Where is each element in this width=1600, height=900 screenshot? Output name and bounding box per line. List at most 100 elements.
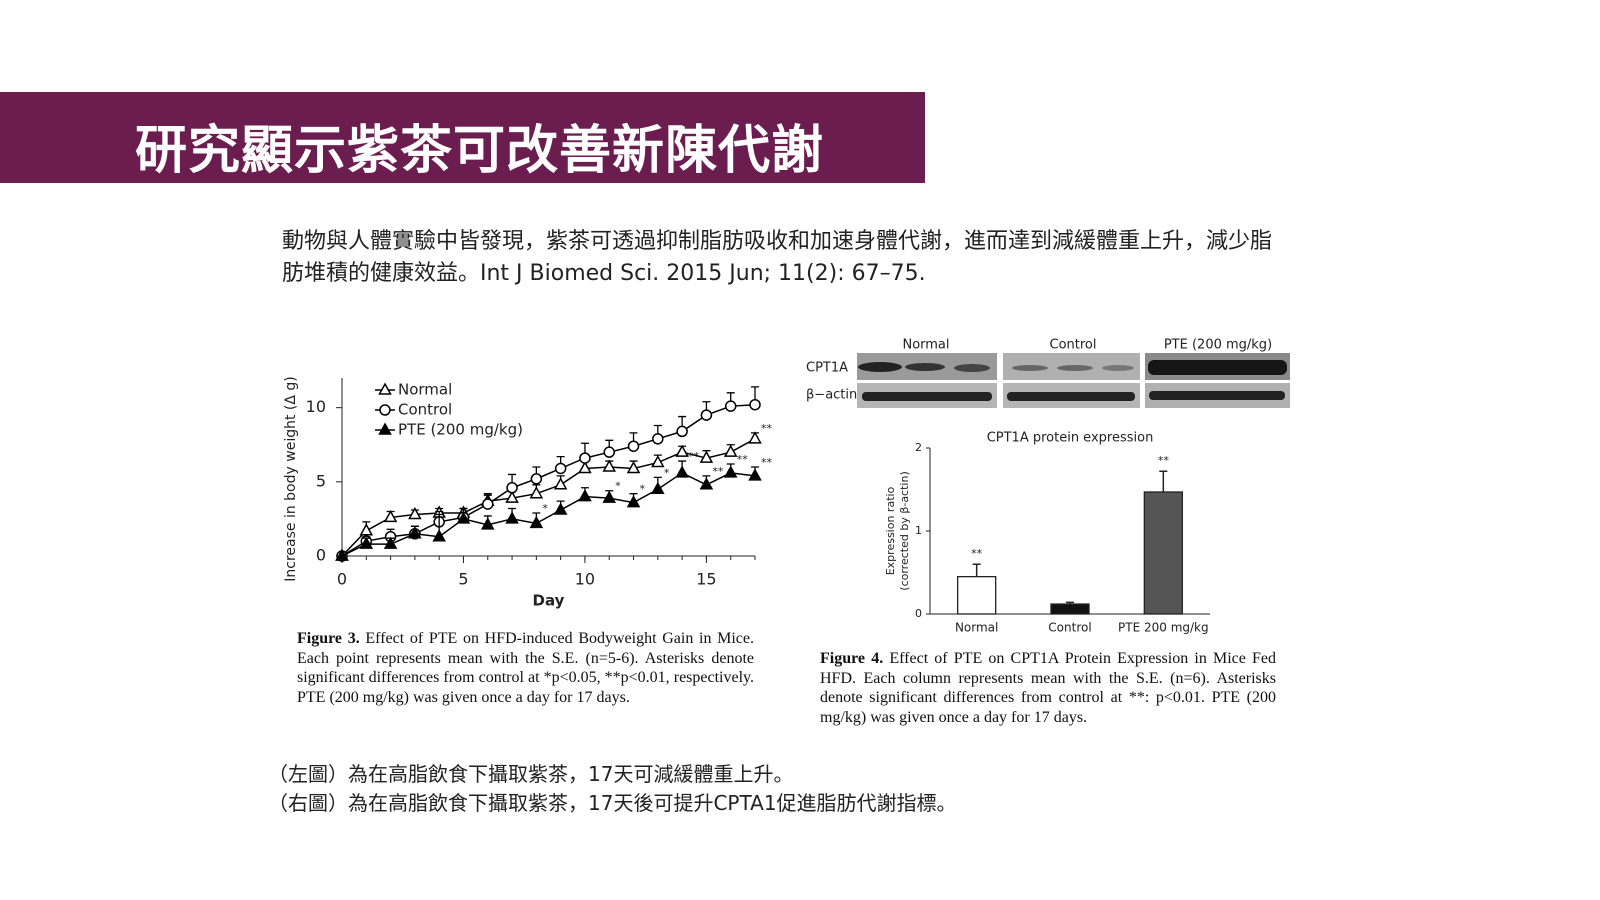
blot-column-label: Control <box>1050 338 1097 353</box>
data-point <box>675 444 689 457</box>
caption-text: Effect of PTE on CPT1A Protein Expressio… <box>820 650 1277 726</box>
title-band <box>0 92 925 183</box>
significance-label: * <box>640 483 646 496</box>
y-tick-label: 0 <box>915 607 922 620</box>
data-point <box>553 477 568 490</box>
data-point <box>359 523 374 536</box>
data-point <box>456 511 471 524</box>
caption-text: Effect of PTE on HFD-induced Bodyweight … <box>297 630 755 706</box>
data-point <box>651 454 665 468</box>
data-point <box>432 529 446 542</box>
x-tick-label: 10 <box>575 570 595 589</box>
data-point <box>627 440 640 452</box>
y-axis-label: (corrected by β-actin) <box>898 471 911 590</box>
data-point <box>579 452 591 464</box>
significance-label: * <box>664 466 670 479</box>
data-point <box>529 486 544 499</box>
intro-text: 動物與人體實驗中皆發現，紫茶可透過抑制脂肪吸收和加速身體代謝，進而達到減緩體重上… <box>282 229 1273 286</box>
data-point <box>651 481 665 494</box>
bar <box>957 576 997 615</box>
notes: （左圖）為在高脂飲食下攝取紫茶，17天可減緩體重上升。 （右圖）為在高脂飲食下攝… <box>268 760 957 818</box>
data-point <box>603 446 615 458</box>
data-point <box>529 515 544 529</box>
note: （左圖）為在高脂飲食下攝取紫茶，17天可減緩體重上升。 <box>268 762 794 786</box>
y-tick-label: 5 <box>316 471 326 490</box>
x-tick-label: 5 <box>458 570 468 589</box>
data-point <box>748 468 762 481</box>
data-point <box>676 425 688 438</box>
blot-panels <box>857 353 1290 408</box>
chart-title: CPT1A protein expression <box>987 431 1154 446</box>
data-point <box>505 511 519 524</box>
data-point <box>530 473 543 485</box>
x-tick-label: Control <box>1048 621 1091 635</box>
y-tick-label: 2 <box>915 441 922 454</box>
significance-label: ** <box>971 547 983 560</box>
x-tick-label: Normal <box>955 621 998 635</box>
significance-label: * <box>615 480 621 493</box>
data-point <box>749 398 761 411</box>
legend-marker <box>378 422 392 435</box>
data-point <box>553 502 568 515</box>
legend-marker <box>378 382 392 395</box>
data-point <box>723 465 738 478</box>
x-tick-label: PTE 200 mg/kg <box>1118 621 1209 635</box>
data-point <box>578 489 592 502</box>
note: （右圖）為在高脂飲食下攝取紫茶，17天後可提升CPTA1促進脂肪代謝指標。 <box>268 791 957 815</box>
caption-label: Figure 3. <box>297 630 360 647</box>
data-point <box>675 465 689 478</box>
data-point <box>383 509 398 523</box>
data-point <box>602 490 617 503</box>
data-point <box>505 490 519 503</box>
error-bar <box>972 563 981 577</box>
significance-label: ** <box>688 450 700 463</box>
legend-label: Control <box>398 401 452 419</box>
significance-label: ** <box>1158 454 1170 467</box>
blot-column-label: Normal <box>902 338 949 353</box>
significance-label: * <box>542 502 548 515</box>
significance-label: ** <box>761 422 773 435</box>
caption-label: Figure 4. <box>820 650 884 667</box>
y-tick-label: 10 <box>306 397 326 416</box>
bar <box>1143 491 1183 615</box>
data-point <box>602 459 617 472</box>
x-tick-label: 0 <box>337 570 347 589</box>
blot-row-label: CPT1A <box>806 361 848 376</box>
data-point <box>748 431 762 444</box>
x-tick-label: 15 <box>696 570 716 589</box>
data-point <box>699 450 714 463</box>
data-point <box>700 409 713 421</box>
data-point <box>408 526 422 539</box>
data-point <box>359 536 374 549</box>
significance-label: ** <box>737 453 749 466</box>
y-axis-label: Expression ratio <box>884 486 897 575</box>
x-axis-label: Day <box>533 592 565 610</box>
bar <box>1050 603 1090 615</box>
y-axis-label: Increase in body weight (Δ g) <box>283 376 299 581</box>
data-point <box>626 495 641 508</box>
data-point <box>408 506 422 520</box>
figure-caption: Figure 3. Effect of PTE on HFD-induced B… <box>297 629 754 707</box>
legend-marker <box>379 404 391 416</box>
data-point <box>383 536 398 549</box>
blot-column-label: PTE (200 mg/kg) <box>1164 338 1272 353</box>
significance-label: ** <box>712 465 724 478</box>
data-point <box>724 400 737 412</box>
data-point <box>482 498 494 510</box>
blot-row-label: β−actin <box>806 388 857 403</box>
y-tick-label: 1 <box>915 524 922 537</box>
data-point <box>652 433 664 445</box>
figure-caption: Figure 4. Effect of PTE on CPT1A Protein… <box>820 649 1276 727</box>
significance-label: ** <box>761 456 773 469</box>
y-tick-label: 0 <box>316 546 326 565</box>
data-point <box>699 477 714 490</box>
line-series <box>341 472 756 557</box>
data-point <box>723 444 738 457</box>
legend-label: Normal <box>398 381 452 399</box>
data-point <box>554 462 567 475</box>
data-point <box>480 517 495 530</box>
error-bar <box>1159 470 1168 492</box>
data-point <box>578 460 592 474</box>
